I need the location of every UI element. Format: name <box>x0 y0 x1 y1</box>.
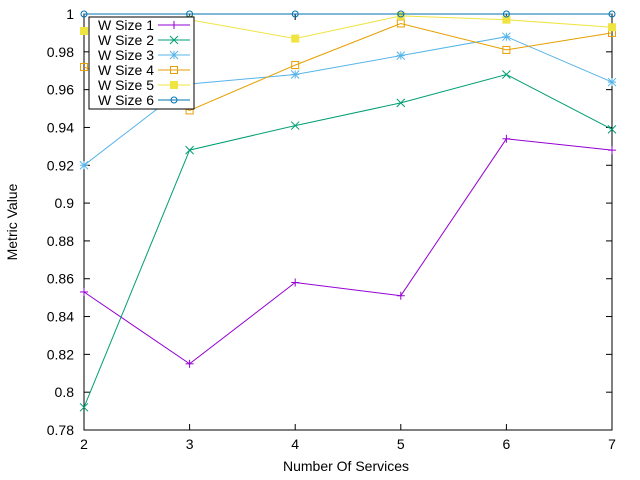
legend-entry: W Size 4 <box>98 62 190 78</box>
x-tick-label: 6 <box>503 436 511 452</box>
data-point <box>185 145 194 155</box>
series-1 <box>80 134 616 368</box>
legend-entry: W Size 6 <box>98 92 190 108</box>
x-axis-label: Number Of Services <box>283 458 409 474</box>
y-tick-label: 0.9 <box>55 195 75 211</box>
data-point <box>396 19 405 28</box>
y-tick-label: 0.98 <box>47 44 74 60</box>
legend-entry: W Size 2 <box>98 32 190 48</box>
legend-entry: W Size 1 <box>98 17 190 33</box>
y-tick-label: 0.78 <box>47 422 74 438</box>
legend-label: W Size 4 <box>98 62 154 78</box>
data-point <box>396 11 405 20</box>
data-point <box>291 61 300 70</box>
tick-labels: 0.78 0.8 0.82 0.84 0.86 0.88 0.9 0.92 0.94 0.96 0.… <box>47 6 616 452</box>
data-point <box>502 134 511 143</box>
series-6 <box>80 10 616 18</box>
series-line <box>83 73 613 408</box>
legend-entry: W Size 3 <box>98 47 190 63</box>
y-tick-label: 0.86 <box>47 271 74 287</box>
y-tick-label: 0.8 <box>55 384 75 400</box>
data-point <box>80 62 88 71</box>
data-point <box>397 10 405 18</box>
data-point <box>608 10 616 18</box>
data-point <box>608 146 616 155</box>
legend-label: W Size 2 <box>98 32 154 48</box>
series-2 <box>79 70 617 412</box>
legend-label: W Size 3 <box>98 47 154 63</box>
x-tick-label: 5 <box>397 436 405 452</box>
data-point <box>291 34 300 43</box>
data-point <box>502 10 510 18</box>
legend-marker <box>170 66 178 74</box>
y-tick-label: 0.88 <box>47 233 74 249</box>
data-point <box>502 70 511 79</box>
data-point <box>607 77 617 87</box>
legend-marker <box>170 21 178 29</box>
legend-marker <box>169 35 179 45</box>
data-point <box>608 23 616 32</box>
y-tick-label: 1 <box>66 6 74 22</box>
data-point <box>396 51 406 60</box>
y-tick-label: 0.94 <box>47 119 74 135</box>
legend-marker <box>170 81 178 89</box>
x-tick-label: 2 <box>80 436 88 452</box>
data-point <box>502 15 511 24</box>
legend-label: W Size 1 <box>98 17 154 33</box>
y-tick-label: 0.82 <box>47 346 74 362</box>
data-point <box>396 291 405 300</box>
legend-label: W Size 5 <box>98 77 154 93</box>
legend: W Size 1W Size 2W Size 3W Size 4W Size 5… <box>88 16 195 110</box>
x-tick-label: 3 <box>186 436 194 452</box>
legend-box <box>88 16 195 110</box>
data-point <box>291 278 300 287</box>
data-point <box>80 287 88 296</box>
y-tick-label: 0.96 <box>47 82 74 98</box>
data-point <box>291 10 299 18</box>
data-point <box>290 70 300 79</box>
data-point <box>185 359 194 368</box>
data-point <box>80 27 88 36</box>
series-line <box>83 138 613 365</box>
y-axis-label: Metric Value <box>4 183 20 260</box>
data-point <box>607 124 617 134</box>
x-tick-label: 4 <box>291 436 299 452</box>
data-point <box>502 45 511 54</box>
legend-label: W Size 6 <box>98 92 154 108</box>
data-point <box>79 160 89 170</box>
legend-marker <box>170 96 178 104</box>
legend-entry: W Size 5 <box>98 77 190 93</box>
y-tick-label: 0.84 <box>47 309 74 325</box>
data-point <box>290 121 300 130</box>
data-point <box>79 402 89 412</box>
x-tick-label: 7 <box>608 436 616 452</box>
y-tick-label: 0.92 <box>47 157 74 173</box>
data-point <box>80 10 88 18</box>
data-point <box>396 98 406 108</box>
data-point <box>502 32 511 42</box>
legend-marker <box>169 50 179 60</box>
